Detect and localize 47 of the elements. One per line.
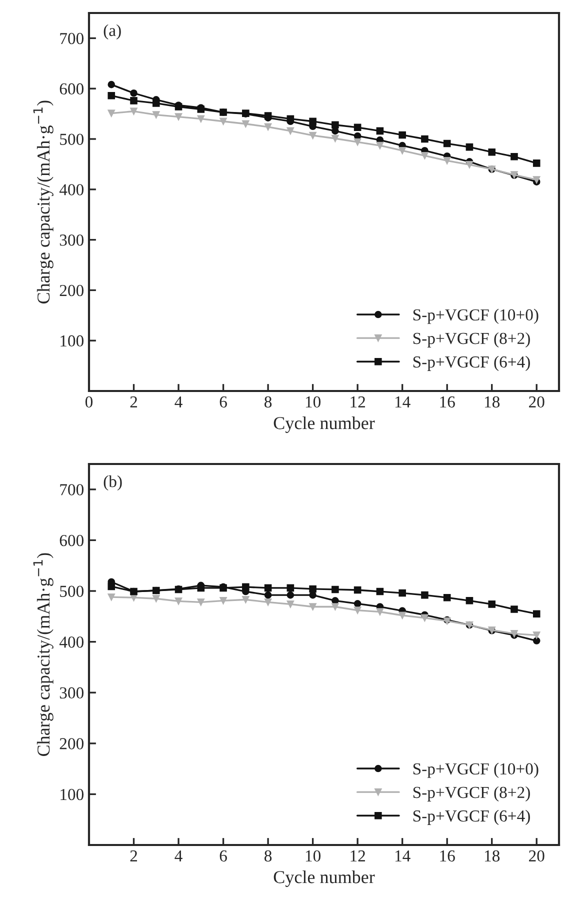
y-axis-title: Charge capacity/(mAh·g$^{−1}$): [33, 100, 54, 304]
x-tick-label: 18: [484, 396, 500, 408]
y-tick-label: 200: [60, 738, 84, 750]
x-tick-label: 10: [306, 850, 321, 862]
legend-label: S-p+VGCF (10+0): [413, 762, 538, 778]
x-tick-label: 0: [85, 396, 93, 408]
annotation: (a): [104, 24, 121, 40]
y-tick-label: 700: [60, 484, 84, 496]
x-axis-title: Cycle number: [274, 870, 375, 887]
x-tick-label: 18: [484, 850, 500, 862]
x-tick-label: 16: [440, 850, 455, 862]
y-tick-label: 500: [60, 134, 84, 145]
x-tick-label: 4: [174, 850, 182, 862]
legend-label: S-p+VGCF (6+4): [413, 356, 530, 371]
x-tick-label: 20: [529, 850, 544, 862]
y-tick-label: 100: [60, 788, 84, 800]
x-tick-label: 2: [130, 396, 138, 408]
x-axis-title: Cycle number: [274, 416, 375, 433]
legend-label: S-p+VGCF (10+0): [413, 308, 538, 324]
legend-label: S-p+VGCF (8+2): [413, 786, 530, 802]
x-tick-label: 14: [395, 396, 410, 408]
y-tick-label: 300: [60, 234, 84, 246]
y-tick-label: 700: [60, 32, 84, 44]
annotation: (b): [104, 475, 122, 491]
y-axis-title: Charge capacity/(mAh·g$^{−1}$): [33, 553, 54, 756]
x-tick-label: 6: [220, 396, 227, 408]
y-tick-label: 600: [60, 534, 84, 546]
y-tick-label: 400: [59, 636, 84, 648]
y-tick-label: 500: [60, 586, 84, 597]
y-tick-label: 200: [60, 284, 84, 296]
x-tick-label: 8: [264, 396, 272, 408]
x-tick-label: 16: [440, 396, 455, 408]
x-tick-label: 10: [306, 396, 321, 408]
x-tick-label: 8: [264, 850, 272, 862]
x-tick-label: 12: [350, 396, 365, 408]
x-tick-label: 4: [174, 396, 182, 408]
y-tick-label: 100: [60, 335, 84, 347]
x-tick-label: 20: [529, 396, 544, 408]
x-tick-label: 2: [130, 850, 138, 862]
x-tick-label: 12: [350, 850, 365, 862]
x-tick-label: 6: [220, 850, 227, 862]
y-tick-label: 400: [59, 184, 84, 196]
y-tick-label: 300: [60, 687, 84, 699]
y-tick-label: 600: [60, 83, 84, 95]
x-tick-label: 14: [395, 850, 410, 862]
legend-label: S-p+VGCF (8+2): [413, 332, 530, 348]
legend-label: S-p+VGCF (6+4): [413, 810, 530, 825]
